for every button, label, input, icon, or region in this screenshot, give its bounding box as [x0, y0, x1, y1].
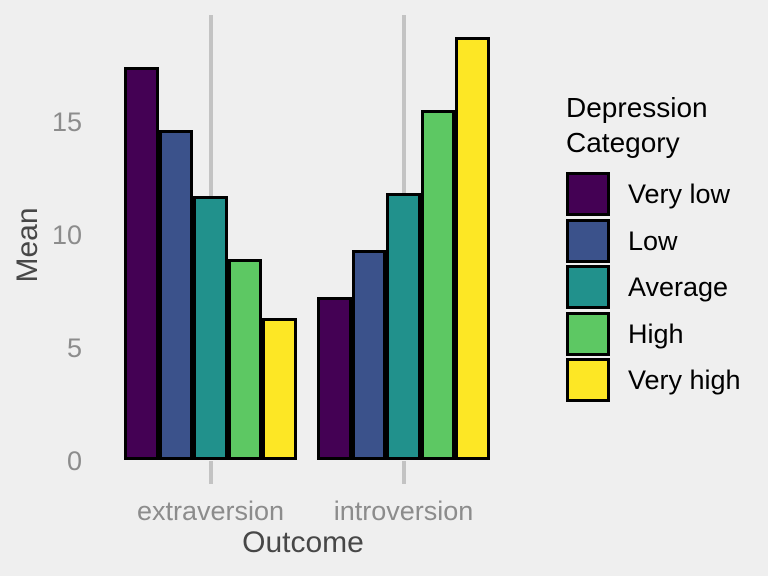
legend-label-very-low: Very low: [628, 179, 731, 209]
bar-introversion-high: [420, 109, 456, 460]
x-tick-label-extraversion: extraversion: [136, 496, 285, 526]
legend-label-high: High: [628, 318, 684, 349]
legend-label-low: Low: [628, 225, 678, 256]
y-tick-label-15: 15: [51, 107, 82, 137]
legend-label-average: Average: [628, 272, 729, 302]
bar-extraversion-average: [193, 195, 228, 460]
legend-key-low: [566, 218, 610, 263]
x-tick-label-introversion: introversion: [333, 496, 474, 526]
bar-extraversion-very-high: [262, 317, 297, 460]
y-axis-title: Mean: [11, 207, 44, 283]
bar-introversion-average: [386, 193, 421, 460]
legend-key-very-low: [566, 172, 610, 216]
x-axis-tick-extraversion: [208, 461, 213, 484]
y-tick-label-10: 10: [51, 220, 82, 250]
legend-label-very-high: Very high: [628, 365, 741, 395]
bar-introversion-very-low: [317, 297, 352, 460]
legend-key-high: [566, 311, 610, 356]
x-axis-tick-introversion: [401, 461, 406, 484]
legend-title: Depression Category: [566, 92, 708, 158]
y-tick-label-0: 0: [66, 446, 82, 476]
legend-key-very-high: [566, 358, 610, 402]
bar-introversion-very-high: [455, 37, 490, 460]
x-axis-title: Outcome: [242, 526, 364, 559]
legend-key-average: [566, 265, 610, 309]
y-tick-label-5: 5: [66, 333, 82, 363]
bar-extraversion-low: [158, 130, 194, 460]
bar-introversion-low: [351, 249, 387, 460]
bar-extraversion-high: [227, 258, 263, 460]
bar-extraversion-very-low: [124, 66, 159, 460]
